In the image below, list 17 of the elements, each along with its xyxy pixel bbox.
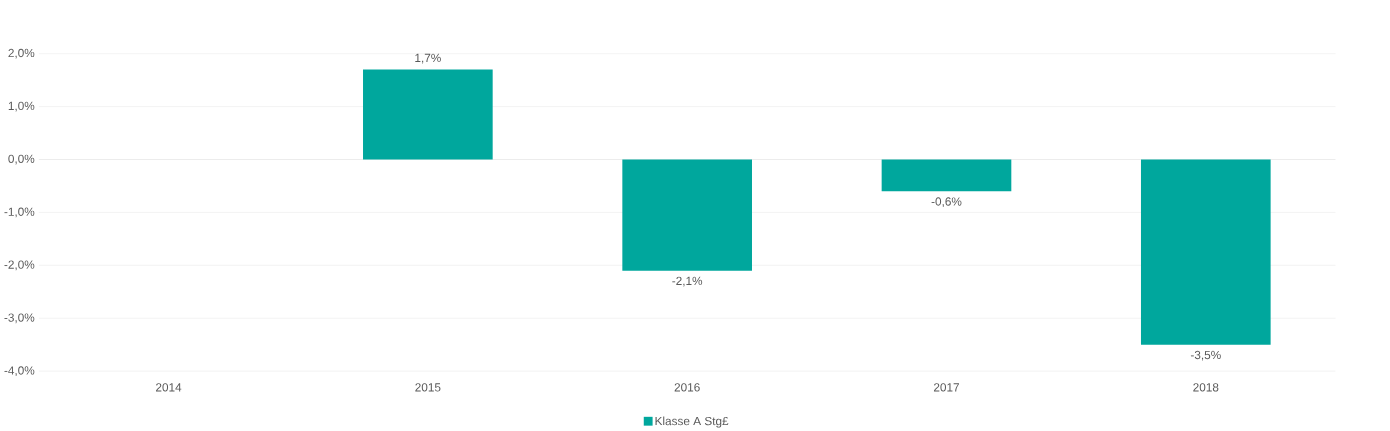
x-tick-label: 2016 [674, 383, 700, 392]
x-tick-label: 2015 [415, 383, 441, 392]
x-tick-label: 2017 [933, 383, 959, 392]
data-label: -3,5% [1190, 350, 1221, 361]
x-tick-label: 2014 [156, 383, 182, 392]
y-tick-label: -1,0% [4, 207, 35, 218]
y-tick-label: -2,0% [4, 260, 35, 271]
y-tick-label: 2,0% [8, 48, 35, 59]
y-tick-label: 0,0% [8, 154, 35, 165]
data-label: -0,6% [931, 197, 962, 208]
data-label: -2,1% [672, 276, 703, 287]
y-tick-label: -3,0% [4, 313, 35, 324]
y-tick-label: -4,0% [4, 366, 35, 377]
y-tick-label: 1,0% [8, 101, 35, 112]
data-label: 1,7% [415, 53, 441, 64]
legend-label: Klasse A Stg£ [655, 416, 729, 428]
x-tick-label: 2018 [1193, 383, 1219, 392]
